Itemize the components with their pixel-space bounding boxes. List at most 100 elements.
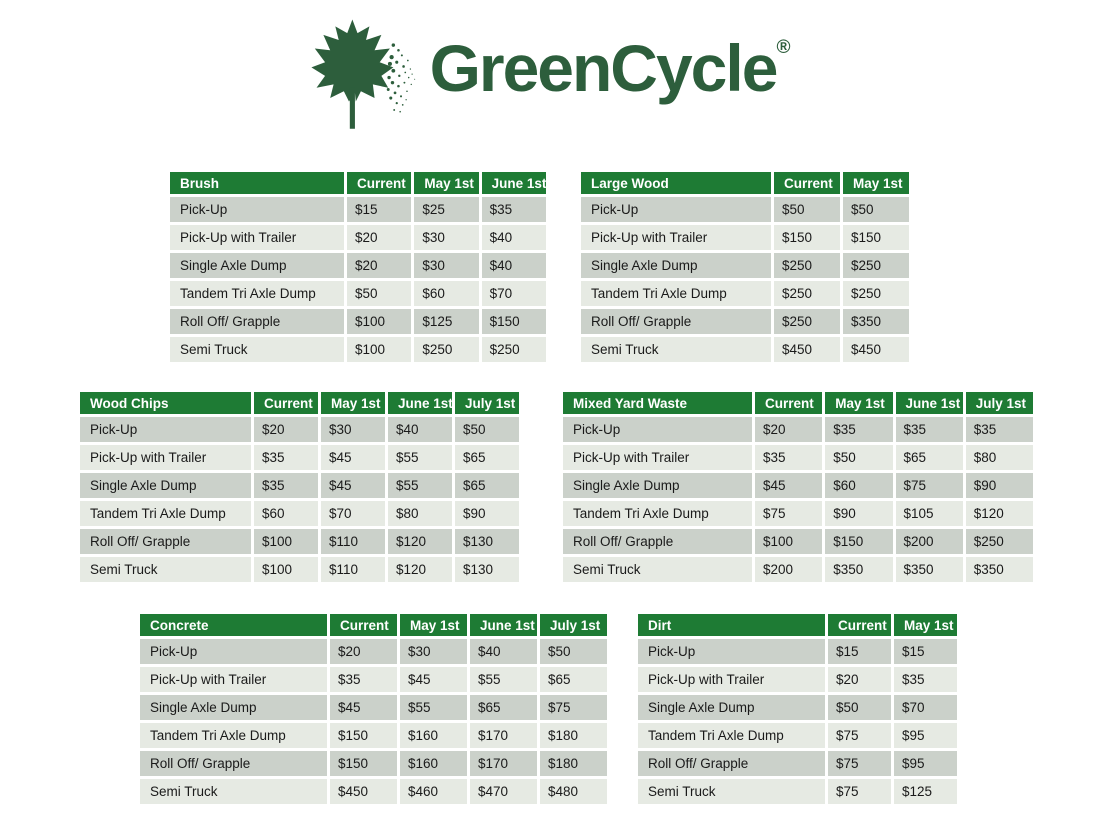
- price-cell: $30: [411, 222, 482, 253]
- column-header: July 1st: [537, 611, 610, 639]
- table-row: Single Axle Dump $20 $30 $40: [167, 250, 550, 281]
- price-cell: $250: [771, 278, 843, 309]
- table-row: Pick-Up with Trailer $35 $50 $65 $80: [560, 442, 1037, 473]
- price-cell: $35: [478, 194, 550, 225]
- table-row: Semi Truck $450 $460 $470 $480: [137, 776, 610, 807]
- price-cell: $125: [411, 306, 482, 337]
- row-label: Single Axle Dump: [560, 470, 755, 501]
- column-header: Current: [327, 611, 400, 639]
- table-row: Pick-Up $50 $50: [578, 194, 912, 225]
- price-cell: $75: [892, 470, 966, 501]
- price-cell: $130: [452, 526, 522, 557]
- price-cell: $20: [825, 664, 894, 695]
- maple-leaf-icon: [308, 4, 436, 146]
- row-label: Pick-Up with Trailer: [167, 222, 347, 253]
- price-cell: $250: [840, 278, 912, 309]
- table-title: Large Wood: [578, 169, 774, 197]
- pricing-table-brush: Brush Current May 1st June 1st Pick-Up $15 $25…: [167, 169, 550, 365]
- table-row: Semi Truck $100 $250 $250: [167, 334, 550, 365]
- price-cell: $35: [327, 664, 400, 695]
- table-row: Semi Truck $200 $350 $350 $350: [560, 554, 1037, 585]
- price-cell: $470: [467, 776, 540, 807]
- row-label: Tandem Tri Axle Dump: [560, 498, 755, 529]
- table-row: Pick-Up with Trailer $150 $150: [578, 222, 912, 253]
- pricing-table-concrete: Concrete Current May 1st June 1st July 1st Pi…: [137, 611, 610, 807]
- column-header: May 1st: [840, 169, 912, 197]
- price-cell: $160: [397, 748, 470, 779]
- row-label: Single Axle Dump: [578, 250, 774, 281]
- price-cell: $50: [840, 194, 912, 225]
- table-row: Pick-Up $20 $30 $40 $50: [77, 414, 522, 445]
- price-cell: $55: [397, 692, 470, 723]
- price-cell: $150: [327, 748, 400, 779]
- price-cell: $15: [825, 636, 894, 667]
- pricing-table-dirt: Dirt Current May 1st Pick-Up $15 $15 Pick-Up w…: [635, 611, 960, 807]
- row-label: Semi Truck: [167, 334, 347, 365]
- price-cell: $120: [385, 526, 455, 557]
- price-cell: $100: [251, 554, 321, 585]
- price-cell: $40: [478, 250, 550, 281]
- brand-text: GreenCycle®: [430, 35, 791, 101]
- column-header: Current: [771, 169, 843, 197]
- price-cell: $20: [751, 414, 826, 445]
- table-title: Dirt: [635, 611, 828, 639]
- price-cell: $90: [962, 470, 1037, 501]
- price-cell: $30: [411, 250, 482, 281]
- price-cell: $50: [771, 194, 843, 225]
- price-cell: $75: [751, 498, 826, 529]
- price-cell: $45: [327, 692, 400, 723]
- table-row: Pick-Up $15 $25 $35: [167, 194, 550, 225]
- price-cell: $35: [962, 414, 1037, 445]
- price-cell: $35: [892, 414, 966, 445]
- table-row: Single Axle Dump $45 $55 $65 $75: [137, 692, 610, 723]
- row-label: Pick-Up with Trailer: [635, 664, 828, 695]
- price-cell: $170: [467, 748, 540, 779]
- price-cell: $50: [537, 636, 610, 667]
- row-label: Roll Off/ Grapple: [167, 306, 347, 337]
- column-header: Current: [825, 611, 894, 639]
- row-label: Pick-Up with Trailer: [137, 664, 330, 695]
- row-label: Single Axle Dump: [167, 250, 347, 281]
- column-header: May 1st: [891, 611, 960, 639]
- price-cell: $200: [751, 554, 826, 585]
- row-label: Tandem Tri Axle Dump: [635, 720, 828, 751]
- price-cell: $95: [891, 720, 960, 751]
- row-label: Pick-Up: [167, 194, 347, 225]
- table-row: Semi Truck $75 $125: [635, 776, 960, 807]
- price-cell: $180: [537, 748, 610, 779]
- row-label: Semi Truck: [635, 776, 828, 807]
- price-cell: $20: [327, 636, 400, 667]
- row-label: Pick-Up: [578, 194, 774, 225]
- row-label: Pick-Up with Trailer: [578, 222, 774, 253]
- header-row: Mixed Yard Waste Current May 1st June 1st Ju…: [560, 389, 1037, 417]
- table-title: Mixed Yard Waste: [560, 389, 755, 417]
- table-row: Roll Off/ Grapple $250 $350: [578, 306, 912, 337]
- price-cell: $45: [751, 470, 826, 501]
- price-cell: $480: [537, 776, 610, 807]
- row-label: Tandem Tri Axle Dump: [167, 278, 347, 309]
- pricing-table-mixed-yard-waste: Mixed Yard Waste Current May 1st June 1st Ju…: [560, 389, 1037, 585]
- column-header: May 1st: [397, 611, 470, 639]
- row-label: Single Axle Dump: [635, 692, 828, 723]
- price-cell: $95: [891, 748, 960, 779]
- column-header: Current: [343, 169, 415, 197]
- price-cell: $460: [397, 776, 470, 807]
- column-header: May 1st: [822, 389, 896, 417]
- header-row: Brush Current May 1st June 1st: [167, 169, 550, 197]
- price-cell: $60: [251, 498, 321, 529]
- price-cell: $40: [385, 414, 455, 445]
- header-row: Large Wood Current May 1st: [578, 169, 912, 197]
- price-cell: $60: [411, 278, 482, 309]
- price-cell: $450: [771, 334, 843, 365]
- table-row: Roll Off/ Grapple $100 $110 $120 $130: [77, 526, 522, 557]
- pricing-table-wood-chips: Wood Chips Current May 1st June 1st July 1st…: [77, 389, 522, 585]
- price-cell: $25: [411, 194, 482, 225]
- column-header: June 1st: [478, 169, 550, 197]
- header-row: Concrete Current May 1st June 1st July 1st: [137, 611, 610, 639]
- table-title: Concrete: [137, 611, 330, 639]
- table-row: Roll Off/ Grapple $100 $150 $200 $250: [560, 526, 1037, 557]
- column-header: May 1st: [411, 169, 482, 197]
- row-label: Semi Truck: [137, 776, 330, 807]
- price-cell: $120: [962, 498, 1037, 529]
- price-cell: $70: [318, 498, 388, 529]
